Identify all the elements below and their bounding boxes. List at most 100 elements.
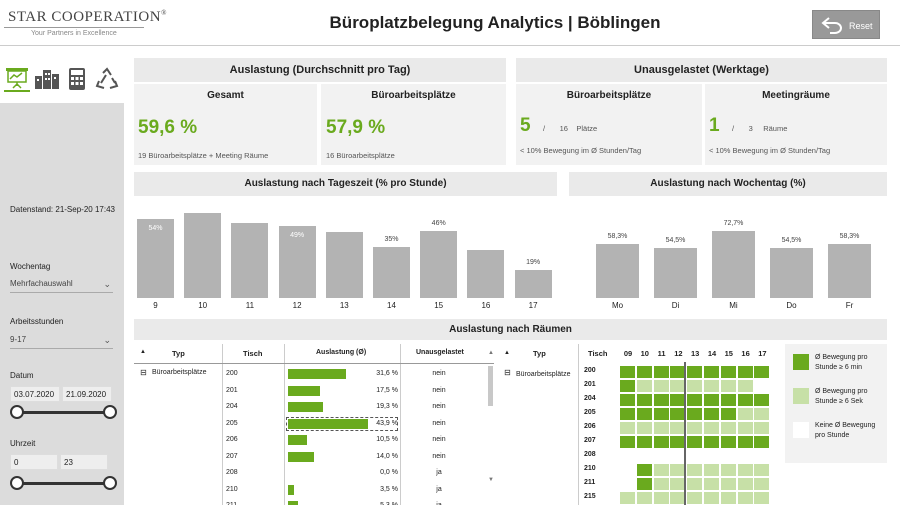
unaus-meet-total: 3 bbox=[748, 124, 753, 133]
datum-from-input[interactable]: 03.07.2020 bbox=[10, 386, 60, 402]
data-label: 58,3% bbox=[607, 232, 628, 240]
hour-header[interactable]: 15 bbox=[724, 349, 733, 358]
heat-col-typ[interactable]: Typ bbox=[533, 349, 546, 358]
heat-cell bbox=[737, 366, 753, 378]
table-scrollbar[interactable] bbox=[488, 366, 493, 406]
x-tick-label: Mi bbox=[729, 301, 738, 310]
heat-cell bbox=[737, 478, 753, 490]
collapse-icon[interactable]: ⊟ bbox=[504, 368, 511, 377]
heat-cell bbox=[737, 492, 753, 504]
presentation-icon[interactable] bbox=[4, 66, 30, 92]
heat-cell bbox=[704, 422, 719, 434]
heat-cell bbox=[737, 450, 753, 462]
x-tick-label: Fr bbox=[845, 301, 854, 310]
legend-label: Keine Ø Bewegung pro Stunde bbox=[815, 422, 876, 439]
gesamt-card: Gesamt 59,6 % 19 Büroarbeitsplätze + Mee… bbox=[134, 84, 317, 165]
row-unausgelastet: ja bbox=[404, 502, 474, 505]
wochentag-value: Mehrfachauswahl bbox=[10, 279, 73, 288]
wochentag-dropdown[interactable]: Mehrfachauswahl ⌄ bbox=[10, 279, 113, 293]
hour-header[interactable]: 09 bbox=[623, 349, 633, 358]
heat-cell bbox=[670, 492, 686, 504]
unaus-buero-card: Büroarbeitsplätze 5 / 16 Plätze < 10% Be… bbox=[516, 84, 702, 165]
heat-cell bbox=[720, 394, 736, 406]
heat-col-tisch[interactable]: Tisch bbox=[588, 349, 608, 358]
x-tick-label: 9 bbox=[153, 301, 158, 310]
arbeitsstunden-value: 9-17 bbox=[10, 335, 27, 344]
row-auslastung: 14,0 % bbox=[376, 452, 398, 460]
heat-row-tisch: 201 bbox=[584, 381, 596, 388]
datum-slider-start[interactable] bbox=[10, 405, 24, 419]
col-auslastung[interactable]: Auslastung (Ø) bbox=[316, 349, 367, 356]
sort-icon[interactable]: ▲ bbox=[140, 349, 146, 355]
scroll-up-icon[interactable]: ▲ bbox=[488, 350, 494, 356]
unaus-buero-unit: Plätze bbox=[576, 124, 598, 133]
chart-bar bbox=[828, 243, 871, 298]
gesamt-value: 59,6 % bbox=[138, 117, 198, 138]
x-tick-label: 15 bbox=[434, 301, 444, 310]
row-tisch: 201 bbox=[226, 386, 238, 394]
row-auslastung: 10,5 % bbox=[376, 436, 398, 443]
sort-icon[interactable]: ▲ bbox=[504, 350, 510, 356]
heat-cell bbox=[754, 394, 770, 406]
datum-to-input[interactable]: 21.09.2020 bbox=[62, 386, 112, 402]
heat-cell bbox=[704, 478, 719, 490]
unaus-buero-title: Büroarbeitsplätze bbox=[566, 90, 652, 101]
buero-sub: 16 Büroarbeitsplätze bbox=[326, 151, 395, 160]
heat-cell bbox=[653, 492, 669, 504]
heat-cell bbox=[670, 366, 686, 378]
hour-header[interactable]: 17 bbox=[758, 349, 767, 358]
hour-header[interactable]: 10 bbox=[640, 349, 649, 358]
row-bar bbox=[288, 369, 346, 379]
data-label: 46% bbox=[431, 219, 446, 227]
datenstand: Datenstand: 21-Sep-20 17:43 bbox=[10, 205, 115, 214]
hour-header[interactable]: 12 bbox=[674, 349, 683, 358]
heat-cell bbox=[737, 394, 753, 406]
col-unausgelastet[interactable]: Unausgelastet bbox=[416, 349, 464, 356]
recycle-icon[interactable] bbox=[95, 67, 119, 96]
buero-title: Büroarbeitsplätze bbox=[371, 90, 456, 101]
x-tick-label: 13 bbox=[339, 301, 349, 310]
heat-cell bbox=[670, 394, 686, 406]
unaus-buero-total: 16 bbox=[559, 124, 568, 133]
row-auslastung: 19,3 % bbox=[376, 403, 398, 410]
row-bar bbox=[288, 501, 298, 505]
data-label: 58,3% bbox=[839, 232, 860, 240]
arbeitsstunden-dropdown[interactable]: 9-17 ⌄ bbox=[10, 335, 113, 349]
hour-header[interactable]: 16 bbox=[741, 349, 750, 358]
uhrzeit-from-input[interactable]: 0 bbox=[10, 454, 58, 470]
uhrzeit-slider-end[interactable] bbox=[103, 476, 117, 490]
hour-header[interactable]: 14 bbox=[707, 349, 717, 358]
collapse-icon[interactable]: ⊟ bbox=[140, 368, 147, 377]
heat-cell bbox=[620, 436, 635, 448]
x-tick-label: Mo bbox=[611, 301, 624, 310]
heat-cell bbox=[620, 394, 635, 406]
row-unausgelastet: nein bbox=[432, 436, 446, 443]
heat-cell bbox=[720, 380, 736, 392]
heat-cell bbox=[653, 408, 669, 420]
building-icon[interactable] bbox=[34, 68, 60, 95]
heat-cell bbox=[754, 366, 770, 378]
heat-cell bbox=[653, 394, 669, 406]
chart-bar bbox=[231, 223, 269, 298]
x-tick-label: 11 bbox=[245, 301, 255, 310]
col-tisch[interactable]: Tisch bbox=[243, 349, 263, 358]
datum-slider-end[interactable] bbox=[103, 405, 117, 419]
data-label: 49% bbox=[290, 232, 305, 240]
heat-cell bbox=[754, 380, 770, 392]
scroll-down-icon[interactable]: ▼ bbox=[488, 477, 494, 483]
heat-cell bbox=[636, 422, 652, 434]
calculator-icon[interactable] bbox=[68, 67, 86, 96]
heat-cell bbox=[687, 492, 703, 504]
uhrzeit-slider-start[interactable] bbox=[10, 476, 24, 490]
heat-cell bbox=[670, 422, 686, 434]
legend-label: Ø Bewegung pro Stunde ≥ 6 Sek bbox=[815, 388, 868, 405]
hour-header[interactable]: 13 bbox=[691, 349, 700, 358]
logo: STAR COOPERATION® bbox=[8, 9, 167, 26]
hour-header[interactable]: 11 bbox=[657, 349, 666, 358]
reset-button[interactable]: Reset bbox=[812, 10, 880, 39]
heat-cell bbox=[620, 366, 635, 378]
col-typ[interactable]: Typ bbox=[172, 349, 185, 358]
raeume-table: ▲ Typ Tisch Auslastung (Ø) Unausgelastet… bbox=[134, 344, 494, 505]
heat-group-label: Büroarbeitsplätze bbox=[516, 371, 571, 378]
uhrzeit-to-input[interactable]: 23 bbox=[60, 454, 108, 470]
